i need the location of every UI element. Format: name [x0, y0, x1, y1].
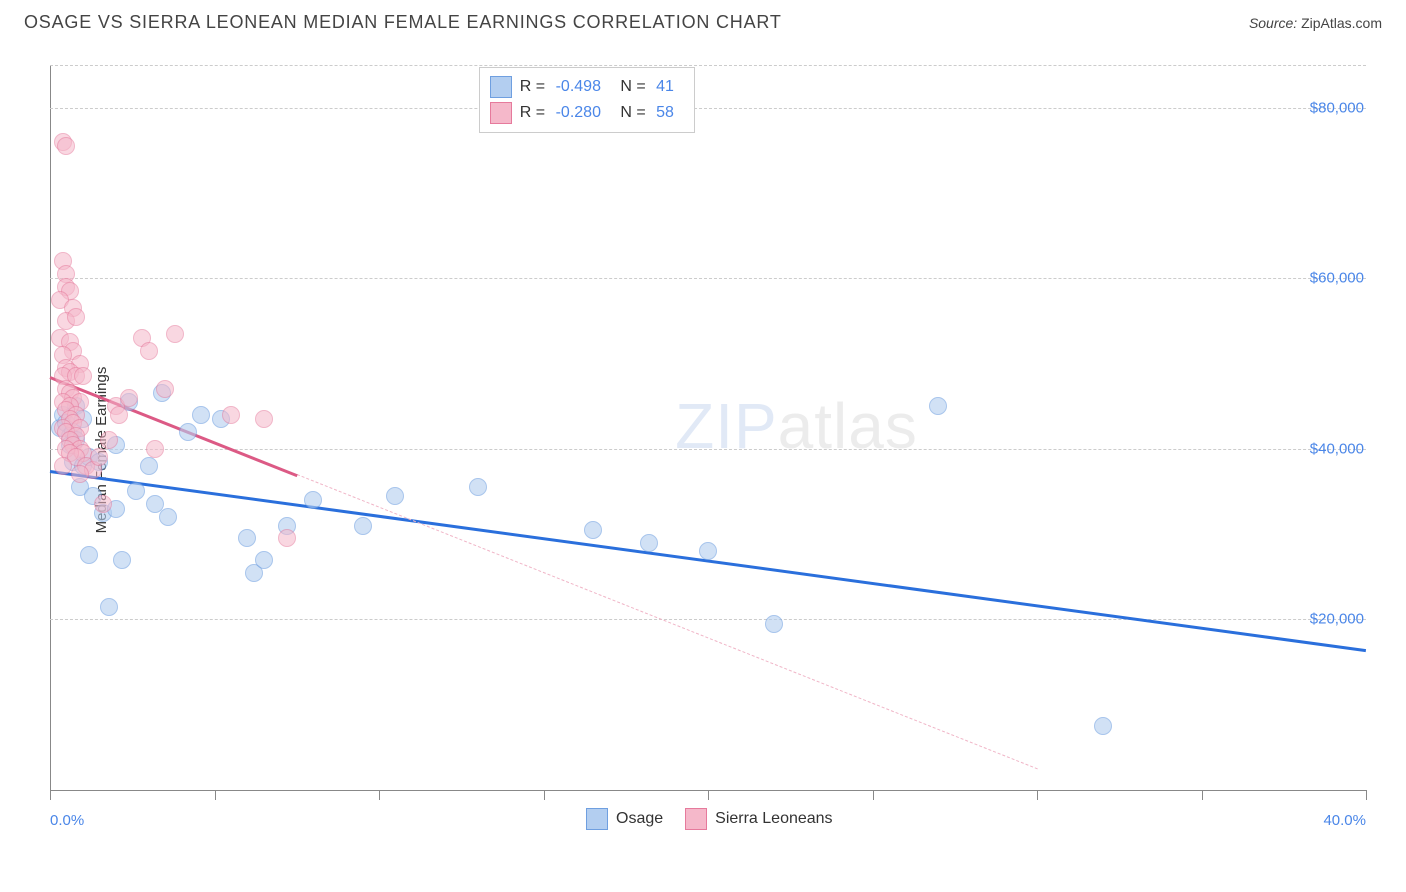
data-point: [80, 546, 98, 564]
data-point: [238, 529, 256, 547]
data-point: [159, 508, 177, 526]
stats-row: R = -0.498 N = 41: [490, 74, 680, 100]
data-point: [90, 448, 108, 466]
data-point: [100, 598, 118, 616]
data-point: [166, 325, 184, 343]
x-tick-label: 0.0%: [50, 812, 84, 829]
legend-swatch: [685, 808, 707, 830]
legend-item: Sierra Leoneans: [685, 808, 832, 830]
data-point: [929, 397, 947, 415]
data-point: [255, 410, 273, 428]
source-value: ZipAtlas.com: [1301, 15, 1382, 31]
data-point: [100, 431, 118, 449]
data-point: [71, 465, 89, 483]
x-tick: [379, 790, 380, 800]
chart-title: OSAGE VS SIERRA LEONEAN MEDIAN FEMALE EA…: [24, 12, 782, 33]
x-tick: [50, 790, 51, 800]
x-tick: [215, 790, 216, 800]
data-point: [110, 406, 128, 424]
data-point: [127, 482, 145, 500]
gridline: [50, 65, 1366, 66]
x-tick: [708, 790, 709, 800]
y-tick-label: $80,000: [1310, 99, 1364, 116]
gridline: [50, 108, 1366, 109]
legend-swatch: [490, 76, 512, 98]
trend-line: [50, 470, 1366, 652]
x-tick: [1037, 790, 1038, 800]
data-point: [74, 367, 92, 385]
x-tick: [544, 790, 545, 800]
trend-line: [297, 474, 1038, 769]
data-point: [222, 406, 240, 424]
data-point: [1094, 717, 1112, 735]
data-point: [156, 380, 174, 398]
stats-text: R = -0.280 N = 58: [520, 104, 680, 122]
data-point: [67, 308, 85, 326]
data-point: [140, 342, 158, 360]
legend-label: Osage: [616, 810, 663, 828]
data-point: [354, 517, 372, 535]
watermark: ZIPatlas: [675, 389, 918, 463]
x-tick: [1366, 790, 1367, 800]
legend-swatch: [490, 102, 512, 124]
data-point: [304, 491, 322, 509]
chart-container: Median Female Earnings $20,000$40,000$60…: [50, 50, 1390, 850]
legend-item: Osage: [586, 808, 663, 830]
y-tick-label: $60,000: [1310, 270, 1364, 287]
y-tick-label: $40,000: [1310, 440, 1364, 457]
y-tick-label: $20,000: [1310, 611, 1364, 628]
data-point: [386, 487, 404, 505]
data-point: [255, 551, 273, 569]
data-point: [765, 615, 783, 633]
data-point: [94, 495, 112, 513]
x-tick: [1202, 790, 1203, 800]
series-legend: Osage Sierra Leoneans: [586, 808, 833, 830]
source-label: Source:: [1249, 15, 1297, 31]
data-point: [469, 478, 487, 496]
data-point: [120, 389, 138, 407]
data-point: [584, 521, 602, 539]
gridline: [50, 619, 1366, 620]
x-tick: [873, 790, 874, 800]
data-point: [54, 457, 72, 475]
data-point: [699, 542, 717, 560]
data-point: [140, 457, 158, 475]
stats-row: R = -0.280 N = 58: [490, 100, 680, 126]
data-point: [146, 440, 164, 458]
legend-label: Sierra Leoneans: [715, 810, 832, 828]
source-attribution: Source: ZipAtlas.com: [1249, 15, 1382, 31]
data-point: [113, 551, 131, 569]
data-point: [179, 423, 197, 441]
data-point: [640, 534, 658, 552]
plot-area: $20,000 $40,000 $60,000 $80,000 0.0% 40.0% ZIP…: [50, 50, 1390, 850]
stats-text: R = -0.498 N = 41: [520, 78, 680, 96]
data-point: [278, 529, 296, 547]
x-tick-label: 40.0%: [1323, 812, 1366, 829]
gridline: [50, 278, 1366, 279]
legend-swatch: [586, 808, 608, 830]
data-point: [192, 406, 210, 424]
data-point: [57, 137, 75, 155]
stats-legend-box: R = -0.498 N = 41 R = -0.280 N = 58: [479, 67, 695, 133]
